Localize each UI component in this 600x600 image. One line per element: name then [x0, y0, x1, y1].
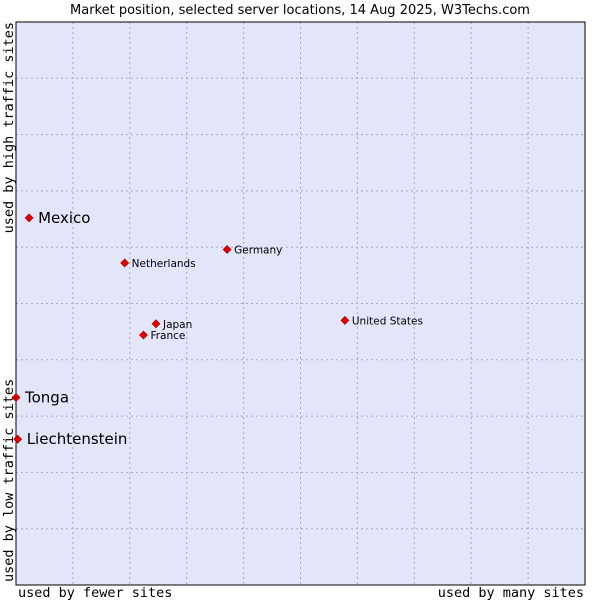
point-label-mexico: Mexico: [38, 209, 90, 227]
point-label-united-states: United States: [352, 315, 423, 327]
point-label-germany: Germany: [234, 244, 282, 256]
point-marker-japan: [151, 319, 161, 329]
point-label-japan: Japan: [162, 319, 192, 331]
point-label-france: France: [150, 330, 185, 342]
data-point-japan: Japan: [151, 319, 192, 331]
data-points: Mexico Tonga Liechtenstein Germany Netherlan…: [11, 209, 423, 448]
x-axis-label-right: used by many sites: [438, 585, 584, 600]
point-marker-liechtenstein: [13, 434, 23, 444]
data-point-tonga: Tonga: [11, 389, 69, 407]
data-point-united-states: United States: [340, 315, 423, 327]
y-axis-label-bottom: used by low traffic sites: [1, 379, 17, 582]
plot-border: [15, 21, 586, 586]
point-label-netherlands: Netherlands: [132, 258, 196, 270]
data-point-france: France: [139, 330, 185, 342]
data-point-germany: Germany: [222, 244, 282, 256]
chart-title: Market position, selected server locatio…: [70, 3, 530, 18]
point-marker-united-states: [340, 315, 350, 325]
point-marker-mexico: [24, 213, 34, 223]
point-marker-germany: [222, 245, 232, 254]
data-point-mexico: Mexico: [24, 209, 90, 227]
point-label-tonga: Tonga: [24, 389, 69, 407]
y-axis-label-top: used by high traffic sites: [1, 22, 17, 233]
x-axis-label-left: used by fewer sites: [18, 585, 172, 600]
data-point-liechtenstein: Liechtenstein: [13, 430, 128, 448]
data-point-netherlands: Netherlands: [120, 258, 196, 270]
point-marker-netherlands: [120, 258, 130, 268]
point-label-liechtenstein: Liechtenstein: [27, 430, 128, 448]
point-marker-france: [139, 330, 148, 340]
point-marker-tonga: [11, 393, 21, 402]
grid-lines: [16, 22, 585, 585]
